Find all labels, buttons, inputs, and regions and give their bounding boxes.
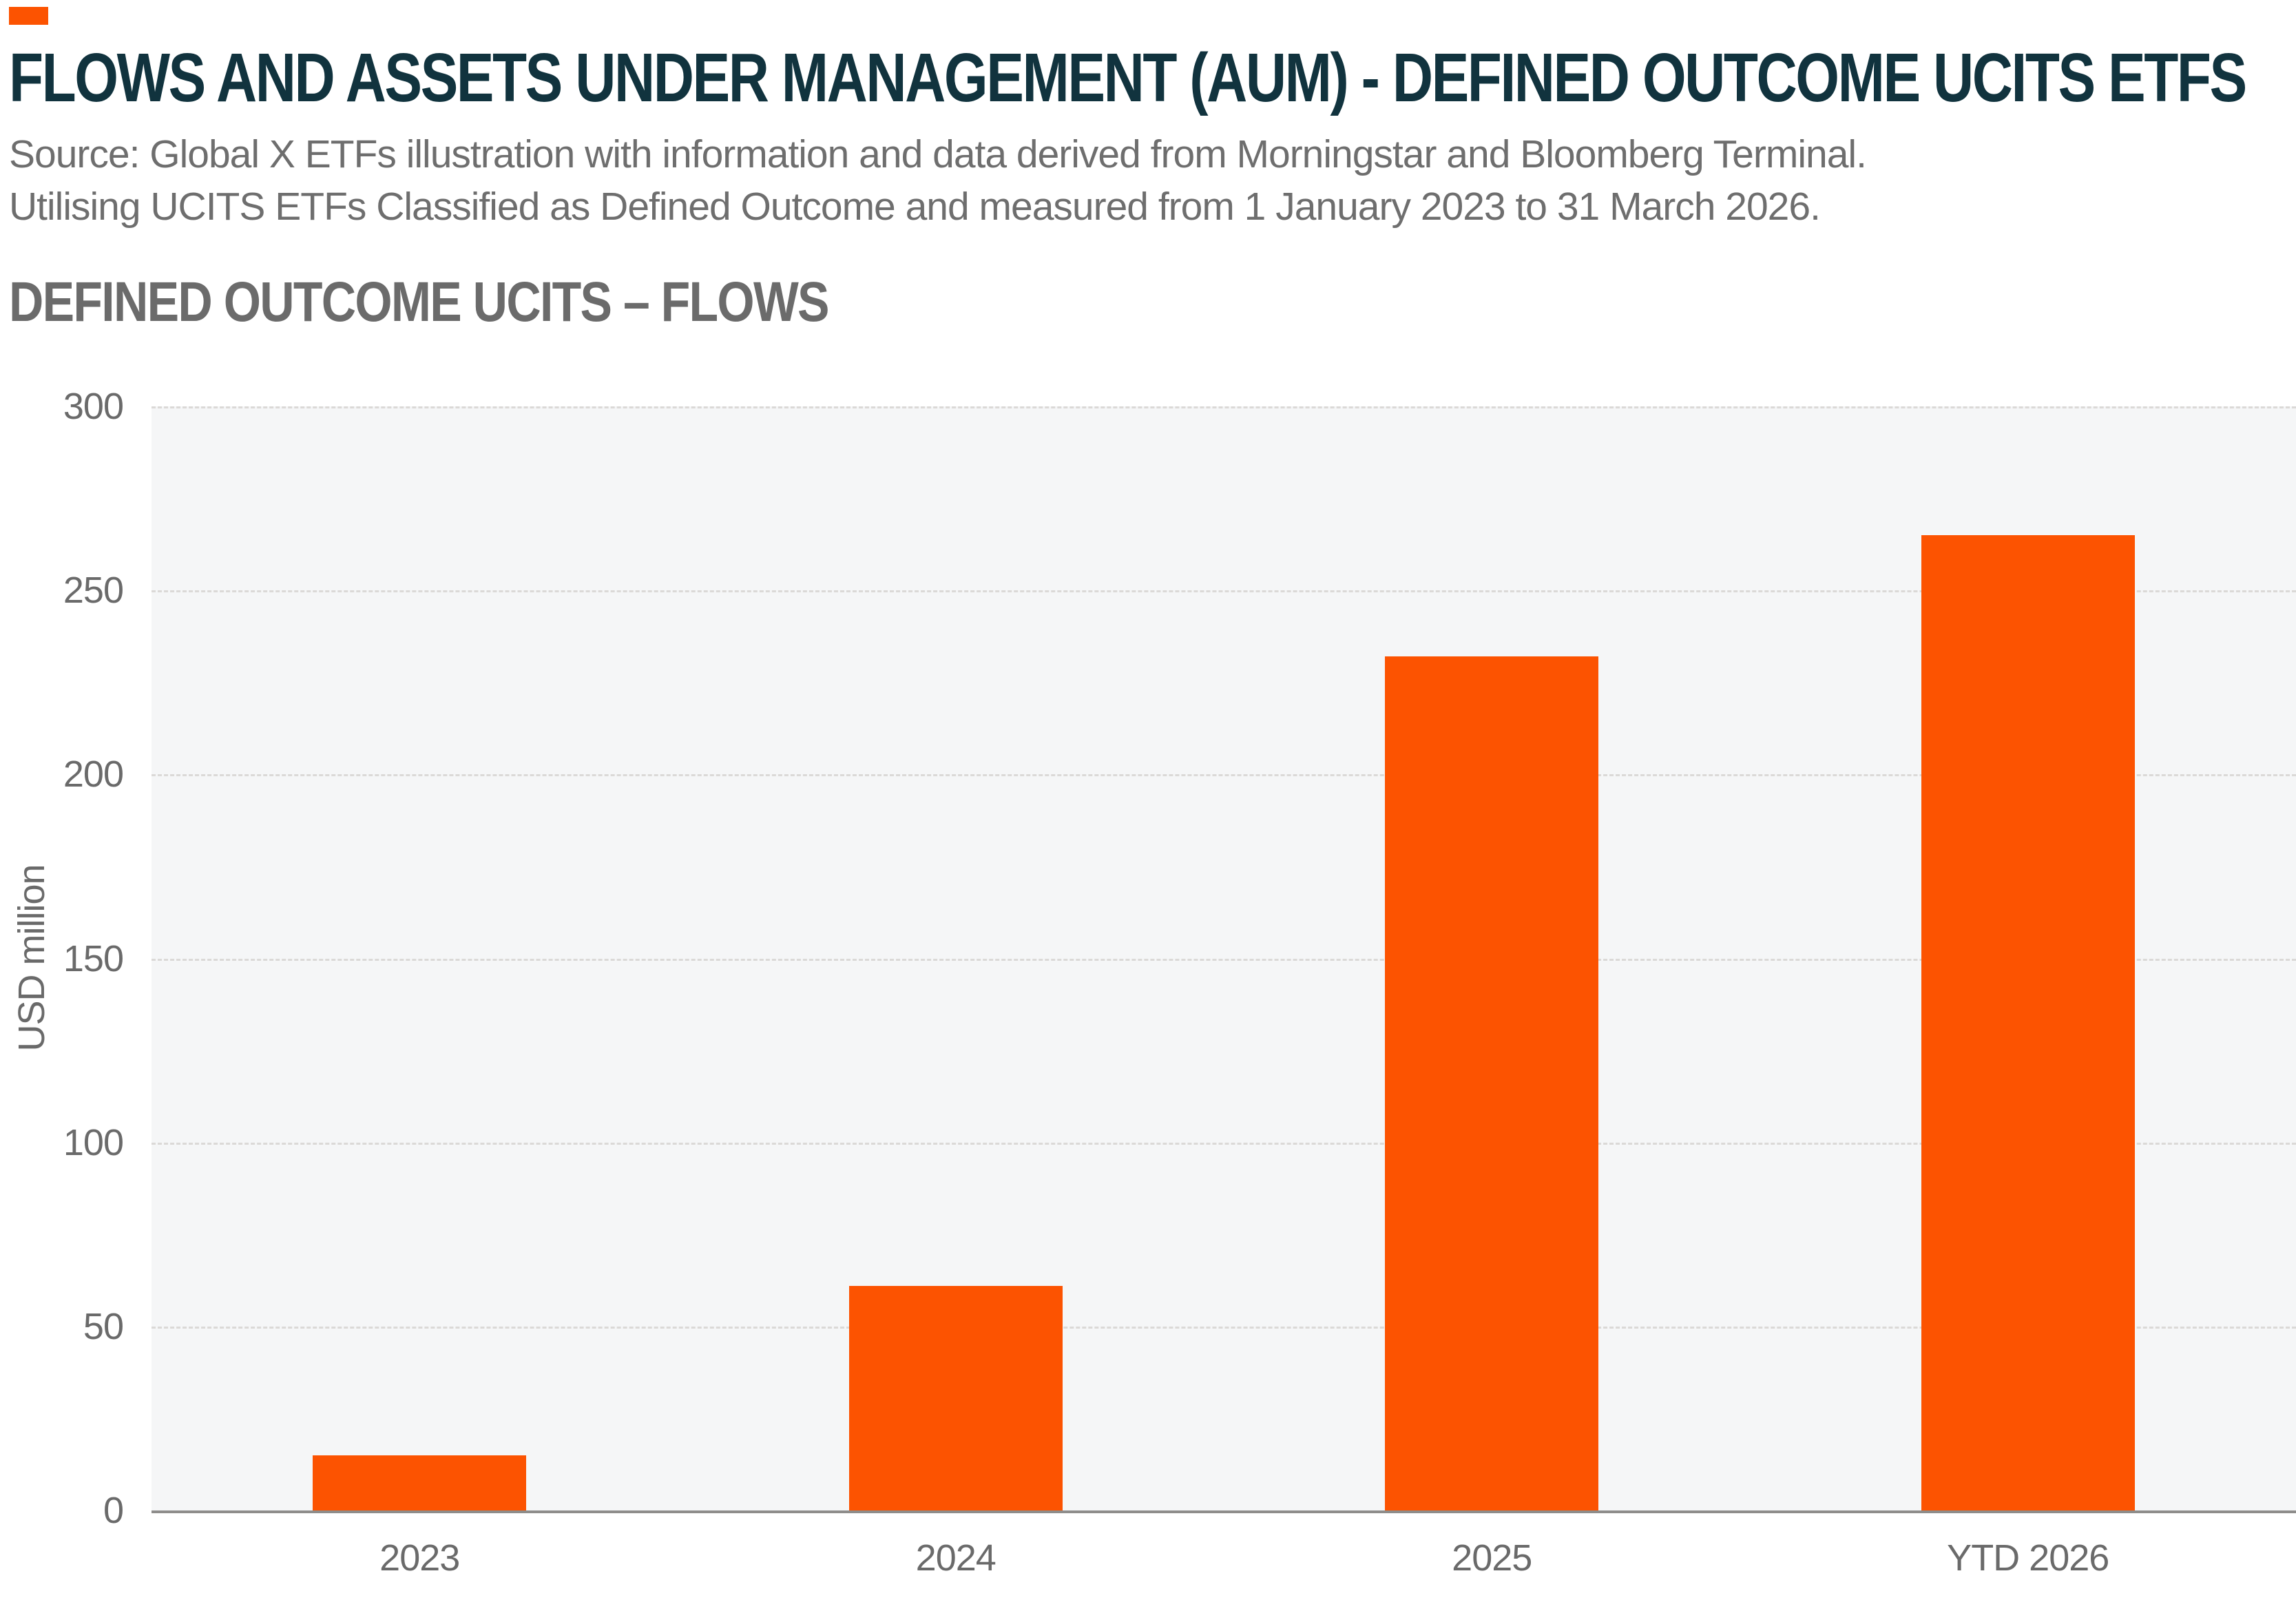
x-axis-label-2024: 2024 <box>915 1537 996 1579</box>
source-line-2: Utilising UCITS ETFs Classified as Defin… <box>9 185 1821 229</box>
y-axis-tick-label-0: 0 <box>103 1490 124 1531</box>
bar-2024 <box>848 1286 1063 1510</box>
gridline-100 <box>152 1142 2296 1145</box>
bar-2023 <box>313 1455 527 1510</box>
x-axis-label-2025: 2025 <box>1452 1537 1532 1579</box>
gridline-200 <box>152 774 2296 777</box>
gridline-150 <box>152 958 2296 961</box>
page-title: FLOWS AND ASSETS UNDER MANAGEMENT (AUM) … <box>9 39 2247 116</box>
x-axis-label-2023: 2023 <box>379 1537 460 1579</box>
y-axis-tick-label-200: 200 <box>63 754 124 796</box>
y-axis-tick-label-150: 150 <box>63 937 124 979</box>
source-line-1: Source: Global X ETFs illustration with … <box>9 132 1867 176</box>
bar-ytd-2026 <box>1921 535 2135 1510</box>
y-axis: 0 50 100 150 200 250 300 <box>0 388 127 1529</box>
x-axis-label-ytd-2026: YTD 2026 <box>1947 1537 2109 1579</box>
gridline-250 <box>152 590 2296 593</box>
y-axis-tick-label-300: 300 <box>63 386 124 427</box>
bar-2025 <box>1385 656 1599 1510</box>
y-axis-tick-label-100: 100 <box>63 1121 124 1163</box>
chart-section-title: DEFINED OUTCOME UCITS – FLOWS <box>9 271 830 333</box>
x-axis: 2023 2024 2025 YTD 2026 <box>152 1539 2296 1588</box>
y-axis-tick-label-50: 50 <box>83 1305 124 1347</box>
brand-accent-rect <box>9 7 48 25</box>
y-axis-tick-label-250: 250 <box>63 570 124 612</box>
plot-area <box>152 406 2296 1513</box>
gridline-300 <box>152 406 2296 408</box>
source-text: Source: Global X ETFs illustration with … <box>9 128 1867 233</box>
gridline-50 <box>152 1326 2296 1329</box>
